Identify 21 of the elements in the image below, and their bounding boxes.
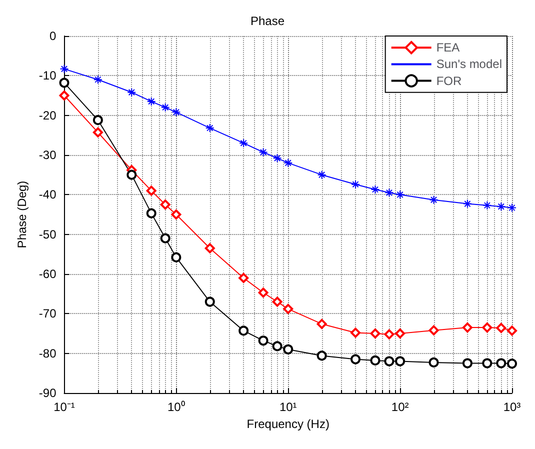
x-tick-label: 10⁻¹ — [54, 400, 75, 414]
y-tick-label: -40 — [38, 188, 57, 202]
x-tick-label: 10¹ — [279, 400, 297, 414]
y-tick-label: 0 — [50, 29, 57, 43]
legend-label: Sun's model — [436, 57, 502, 72]
x-axis-title: Frequency (Hz) — [246, 416, 330, 431]
y-tick-label: -70 — [38, 306, 57, 321]
y-axis-title: Phase (Deg) — [15, 180, 29, 248]
y-tick-label: -80 — [38, 346, 57, 360]
y-tick-label: -60 — [38, 267, 57, 281]
chart-title: Phase — [250, 14, 285, 28]
legend-label: FOR — [436, 74, 462, 88]
x-tick-label: 10⁰ — [168, 400, 185, 414]
y-tick-label: -50 — [38, 227, 57, 242]
y-tick-label: -20 — [38, 108, 57, 122]
y-tick-label: -10 — [38, 68, 57, 83]
x-tick-label: 10² — [391, 400, 409, 414]
legend-label: FEA — [436, 40, 460, 55]
x-tick-label: 10³ — [503, 400, 521, 414]
y-tick-label: -90 — [38, 386, 57, 400]
y-tick-label: -30 — [38, 148, 57, 162]
